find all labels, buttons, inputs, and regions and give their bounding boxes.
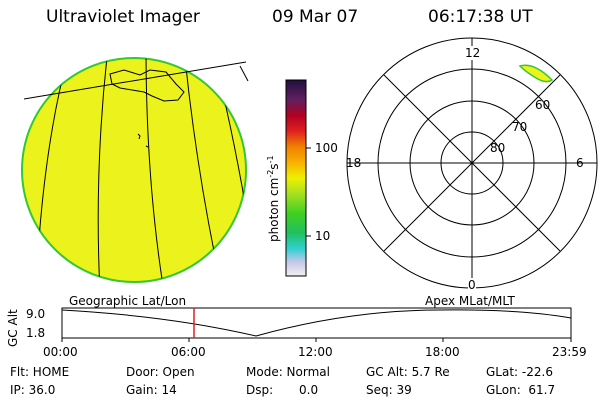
apex-caption: Apex MLat/MLT: [425, 294, 515, 308]
info-glat: GLat: -22.6: [486, 365, 553, 379]
mlat-label-80: 80: [490, 141, 506, 155]
mlt-label-0: 0: [468, 278, 476, 292]
auroral-patch: [518, 64, 554, 83]
time-tick-0600: 06:00: [171, 345, 206, 359]
time-tick-1200: 12:00: [298, 345, 333, 359]
date-label: 09 Mar 07: [272, 7, 359, 27]
altitude-curve: [61, 309, 572, 337]
info-ip: IP: 36.0: [10, 383, 56, 397]
info-dsp-value: 0.0: [299, 383, 319, 397]
info-dsp-label: Dsp:: [246, 383, 274, 397]
info-flight: Flt: HOME: [10, 365, 70, 379]
info-gain: Gain: 14: [126, 383, 177, 397]
info-door: Door: Open: [126, 365, 195, 379]
info-glon: GLon: 61.7: [486, 383, 556, 397]
mlat-label-70: 70: [512, 120, 528, 134]
colorbar-tick-10: 10: [315, 229, 331, 243]
info-seq: Seq: 39: [366, 383, 412, 397]
mlt-label-18: 18: [346, 156, 362, 170]
mlt-label-6: 6: [576, 156, 584, 170]
info-mode: Mode: Normal: [246, 365, 330, 379]
latitude-line: [23, 61, 247, 100]
coastline: [109, 69, 185, 102]
colorbar-tick-100: 100: [315, 141, 338, 155]
mlt-label-12: 12: [465, 46, 481, 60]
altitude-tick-min: 1.8: [26, 326, 46, 340]
app-title: Ultraviolet Imager: [46, 7, 200, 27]
time-label: 06:17:38 UT: [428, 7, 533, 27]
altitude-tick-max: 9.0: [26, 307, 46, 321]
uv-disk: [21, 57, 247, 283]
geographic-caption: Geographic Lat/Lon: [69, 294, 187, 308]
time-tick-2359: 23:59: [552, 345, 587, 359]
mlat-label-60: 60: [535, 98, 551, 112]
time-tick-0000: 00:00: [43, 345, 78, 359]
info-gc-alt: GC Alt: 5.7 Re: [366, 365, 450, 379]
time-tick-1800: 18:00: [425, 345, 460, 359]
